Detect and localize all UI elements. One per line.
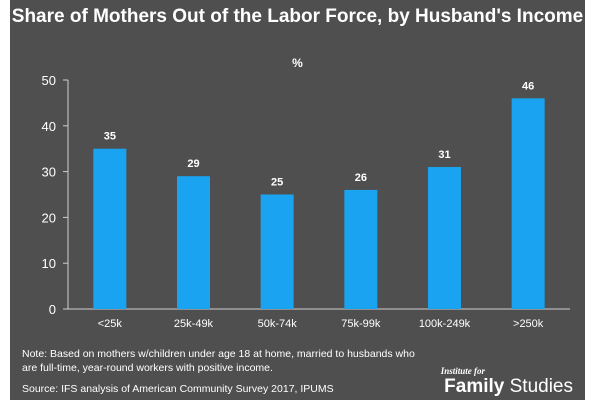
x-axis: <25k 25k-49k 50k-74k 75k-99k 100k-249k >250k (68, 308, 570, 330)
y-tick-label: 50 (42, 73, 56, 88)
chart-unit-label: % (292, 56, 303, 70)
bar-chart: 0 10 20 30 40 50 <25k 25k-49k 50k-74k 75k-99k 100… (42, 73, 570, 330)
x-tick-label: 25k-49k (174, 318, 214, 330)
logo-wordmark: Family Studies (441, 376, 573, 398)
y-tick-label: 30 (42, 165, 56, 180)
bars (93, 98, 545, 309)
chart-title: Share of Mothers Out of the Labor Force,… (11, 6, 584, 27)
logo-institute-text: Institute for (440, 366, 485, 376)
y-tick-label: 0 (49, 302, 56, 317)
bar (344, 189, 378, 309)
logo-studies-text: Studies (509, 376, 573, 397)
y-tick-label: 20 (42, 210, 56, 225)
chart-source: Source: IFS analysis of American Communi… (22, 383, 334, 395)
bar (177, 176, 210, 309)
x-tick-label: 100k-249k (419, 318, 471, 330)
data-label: 26 (355, 172, 367, 184)
chart-note: Note: Based on mothers w/children under … (22, 348, 415, 374)
bar (93, 148, 127, 309)
data-label: 25 (271, 177, 283, 189)
x-tick-label: 50k-74k (258, 318, 298, 330)
y-axis: 0 10 20 30 40 50 (42, 73, 69, 317)
data-label: 29 (187, 158, 199, 170)
institute-logo: Institute for Family Studies (441, 366, 573, 398)
data-label: 46 (522, 80, 534, 92)
y-tick-label: 40 (42, 119, 56, 134)
chart-panel: Share of Mothers Out of the Labor Force,… (10, 0, 585, 400)
bar (511, 98, 545, 309)
data-label: 31 (438, 149, 450, 161)
x-tick-label: 75k-99k (341, 318, 381, 330)
y-tick-label: 10 (42, 256, 56, 271)
data-label: 35 (104, 131, 116, 143)
bar (428, 167, 461, 309)
bar (260, 194, 294, 309)
data-labels: 35 29 25 26 31 46 (104, 80, 535, 188)
x-tick-label: >250k (513, 318, 544, 330)
x-tick-label: <25k (98, 318, 123, 330)
logo-family-text: Family (444, 376, 505, 397)
